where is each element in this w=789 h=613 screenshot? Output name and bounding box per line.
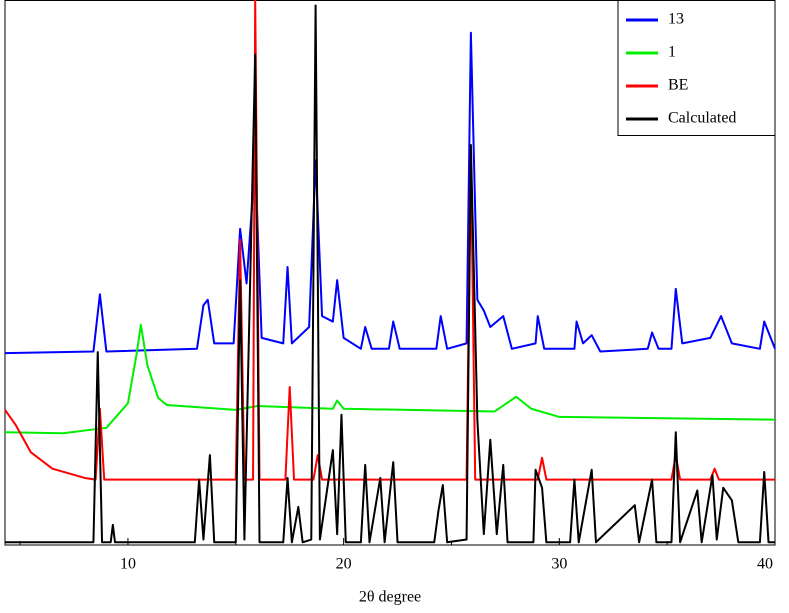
plot-frame [4,0,776,546]
x-tick-label: 10 [120,556,136,573]
series-line [4,323,776,435]
series-line [4,31,776,355]
legend-box [617,0,776,136]
x-axis-label: 2θ degree [359,589,421,606]
x-tick-label: 20 [336,556,352,573]
legend-label: BE [668,77,688,94]
legend-label: 13 [668,11,684,28]
x-tick-label: 40 [757,556,773,573]
legend-label: 1 [668,44,676,61]
x-tick-label: 30 [551,556,567,573]
series-line [5,4,775,544]
legend-label: Calculated [668,110,736,127]
